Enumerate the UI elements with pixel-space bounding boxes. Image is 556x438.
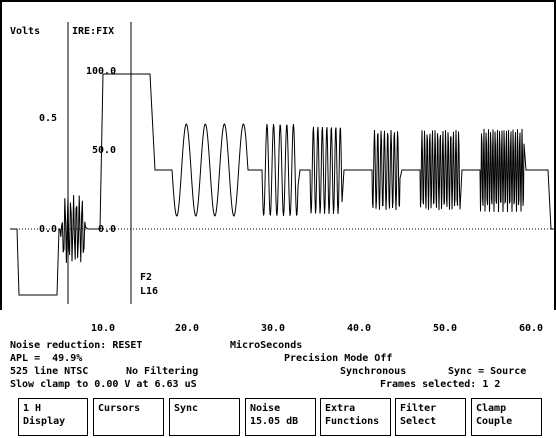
softkey-label: Noise — [250, 403, 281, 414]
one-h-display-button[interactable]: 1 H Display — [18, 398, 88, 436]
softkey-label: Select — [400, 416, 437, 427]
softkey-label: Extra — [325, 403, 356, 414]
filter-select-button[interactable]: Filter Select — [395, 398, 466, 436]
softkey-label: Functions — [325, 416, 380, 427]
softkey-label: 1 H — [23, 403, 42, 414]
ire-mode-label: IRE:FIX — [72, 26, 115, 37]
precision-mode-status: Precision Mode Off — [284, 353, 393, 364]
line-standard-status: 525 line NTSC — [10, 366, 89, 377]
filtering-status: No Filtering — [126, 366, 199, 377]
clamp-couple-button[interactable]: Clamp Couple — [471, 398, 542, 436]
softkey-label: Sync — [174, 403, 199, 414]
softkey-label: Clamp — [476, 403, 507, 414]
volt-tick-label-0.0: 0.0 — [39, 224, 58, 235]
softkey-label: Display — [23, 416, 66, 427]
x-tick-label: 10.0 — [91, 323, 116, 334]
sync-mode-status: Synchronous — [340, 366, 407, 377]
volt-tick-label-0.5: 0.5 — [39, 113, 58, 124]
waveform-display — [0, 0, 556, 310]
sync-button[interactable]: Sync — [169, 398, 240, 436]
noise-reduction-status: Noise reduction: RESET — [10, 340, 143, 351]
ire-tick-label-50: 50.0 — [92, 145, 117, 156]
screen-border — [0, 0, 556, 310]
video-signal-trace — [10, 73, 554, 296]
line-indicator: L16 — [140, 286, 159, 297]
sync-source-status: Sync = Source — [448, 366, 527, 377]
cursors-button[interactable]: Cursors — [93, 398, 164, 436]
softkey-label: Cursors — [98, 403, 141, 414]
softkey-label: Couple — [476, 416, 513, 427]
ire-tick-label-0: 0.0 — [98, 224, 117, 235]
x-tick-label: 30.0 — [261, 323, 286, 334]
softkey-label: Filter — [400, 403, 437, 414]
apl-status: APL = 49.9% — [10, 353, 83, 364]
clamp-status: Slow clamp to 0.00 V at 6.63 uS — [10, 379, 197, 390]
ire-tick-label-100: 100.0 — [86, 66, 117, 77]
softkey-label: 15.05 dB — [250, 416, 299, 427]
x-tick-label: 40.0 — [347, 323, 372, 334]
x-tick-label: 60.0 — [519, 323, 544, 334]
frames-selected-status: Frames selected: 1 2 — [380, 379, 501, 390]
x-tick-label: 20.0 — [175, 323, 200, 334]
field-indicator: F2 — [140, 272, 153, 283]
time-unit-label: MicroSeconds — [230, 340, 303, 351]
extra-functions-button[interactable]: Extra Functions — [320, 398, 391, 436]
x-tick-label: 50.0 — [433, 323, 458, 334]
noise-button[interactable]: Noise 15.05 dB — [245, 398, 316, 436]
volts-label: Volts — [10, 26, 41, 37]
